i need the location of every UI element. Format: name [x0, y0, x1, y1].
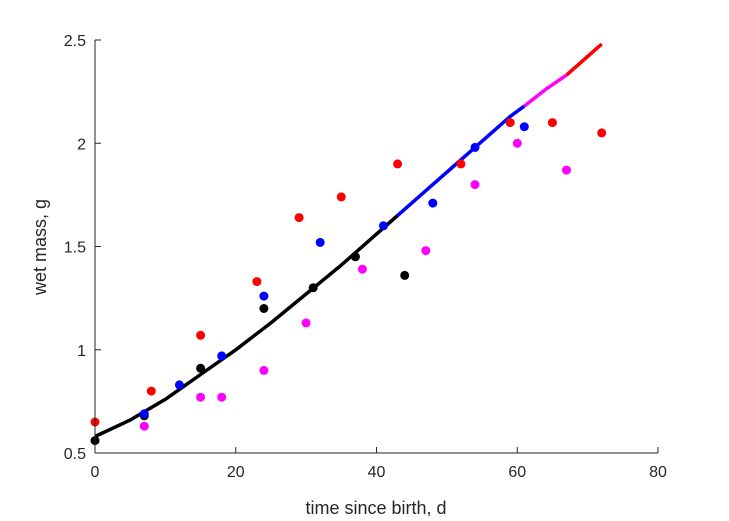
data-point	[259, 365, 269, 375]
data-point	[146, 386, 156, 396]
data-point	[217, 351, 227, 361]
x-tick-label: 0	[91, 464, 100, 481]
fit-curve-segment	[523, 73, 568, 108]
data-point	[252, 277, 262, 287]
x-axis-label: time since birth, d	[305, 498, 446, 518]
data-point	[357, 264, 367, 274]
data-point	[456, 159, 466, 169]
data-point	[139, 421, 149, 431]
x-tick-label: 40	[368, 464, 386, 481]
axes: 0 20 40 60 80 0.5 1 1.5 2 2.5	[64, 33, 667, 481]
data-point	[597, 128, 607, 138]
data-point	[562, 165, 571, 175]
data-point	[294, 213, 304, 223]
data-point	[315, 237, 325, 247]
data-point	[301, 318, 311, 328]
data-point	[308, 283, 318, 293]
data-point	[400, 270, 410, 280]
data-point	[470, 142, 480, 152]
data-point	[196, 363, 206, 373]
y-axis-label: wet mass, g	[30, 199, 50, 296]
data-point	[174, 380, 184, 390]
data-point	[379, 221, 388, 231]
x-tick-label: 20	[227, 464, 245, 481]
data-point	[350, 252, 360, 262]
data-point	[393, 159, 403, 169]
y-axis-ticks: 0.5 1 1.5 2 2.5	[64, 33, 101, 463]
y-tick-label: 0.5	[64, 446, 86, 463]
data-point	[196, 392, 206, 402]
y-tick-label: 1.5	[64, 240, 86, 257]
fit-curve-segment	[94, 214, 399, 439]
fit-curve-segment	[396, 104, 526, 217]
x-tick-label: 60	[508, 464, 526, 481]
data-point	[259, 304, 269, 313]
fit-curve-segment	[565, 42, 603, 77]
y-tick-label: 2	[77, 136, 86, 153]
data-point	[336, 192, 346, 202]
data-point	[519, 122, 529, 132]
data-point	[217, 392, 227, 402]
data-point	[428, 198, 438, 208]
data-point	[505, 118, 515, 128]
x-tick-label: 80	[649, 464, 667, 481]
data-point	[547, 118, 557, 128]
x-axis-ticks: 0 20 40 60 80	[91, 447, 667, 481]
data-point	[259, 291, 269, 301]
fit-curves	[94, 42, 603, 439]
data-point	[421, 246, 431, 256]
y-tick-label: 1	[77, 343, 86, 360]
y-tick-label: 2.5	[64, 33, 86, 50]
data-point	[196, 330, 206, 340]
data-point	[139, 409, 149, 419]
data-markers	[90, 118, 607, 446]
data-point	[470, 180, 480, 190]
data-point	[512, 138, 522, 148]
